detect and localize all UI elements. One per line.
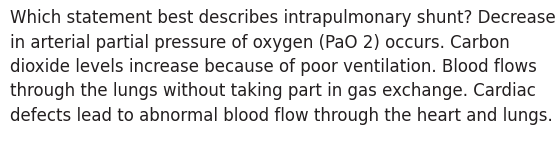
Text: Which statement best describes intrapulmonary shunt? Decrease: Which statement best describes intrapulm… <box>10 9 556 27</box>
Text: defects lead to abnormal blood flow through the heart and lungs.: defects lead to abnormal blood flow thro… <box>10 107 553 125</box>
Text: through the lungs without taking part in gas exchange. Cardiac: through the lungs without taking part in… <box>10 82 536 100</box>
Text: in arterial partial pressure of oxygen (PaO 2) occurs. Carbon: in arterial partial pressure of oxygen (… <box>10 33 510 52</box>
Text: dioxide levels increase because of poor ventilation. Blood flows: dioxide levels increase because of poor … <box>10 58 537 76</box>
